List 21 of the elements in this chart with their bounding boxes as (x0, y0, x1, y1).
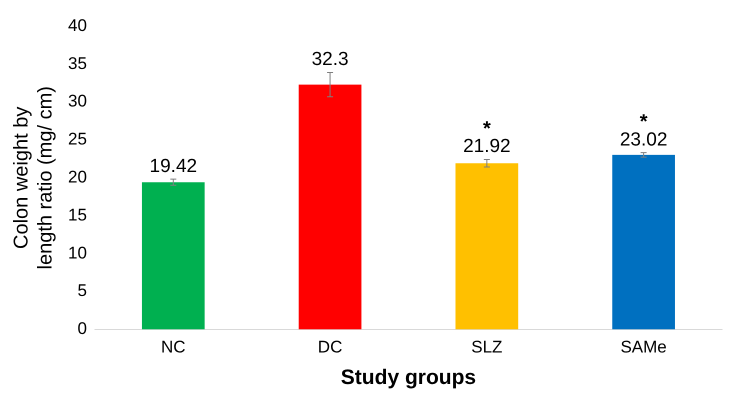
y-tick-label: 40 (68, 16, 87, 35)
y-tick-label: 35 (68, 54, 87, 73)
bar (298, 84, 362, 330)
y-tick-label: 0 (77, 319, 87, 338)
bar (455, 163, 518, 330)
y-axis-title: Colon weight by length ratio (mg/ cm) (10, 86, 57, 270)
y-tick-label: 10 (68, 243, 87, 262)
bar (612, 154, 675, 330)
y-tick-label: 25 (68, 130, 87, 149)
data-label: 32.3 (312, 49, 349, 70)
x-axis-title: Study groups (340, 366, 476, 390)
y-tick-label: 30 (68, 92, 87, 111)
bar (142, 182, 205, 330)
x-tick-label: DC (318, 337, 342, 356)
y-tick-label: 20 (68, 167, 87, 186)
x-tick-label: SLZ (471, 337, 502, 356)
x-tick-label: SAMe (620, 337, 667, 356)
y-tick-label: 5 (77, 281, 87, 300)
data-label: 19.42 (150, 156, 198, 177)
x-tick-label: NC (161, 337, 186, 356)
y-tick-label: 15 (68, 205, 87, 224)
